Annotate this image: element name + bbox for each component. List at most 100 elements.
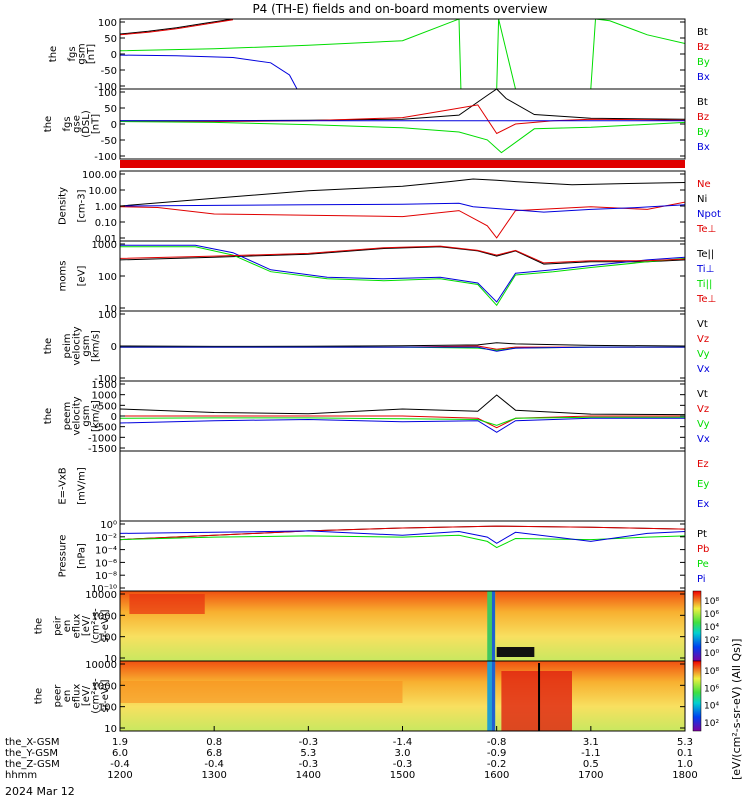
y-tick-label: -100	[94, 374, 117, 385]
separator-bar	[120, 160, 685, 168]
series-line-Pi	[120, 530, 685, 544]
panel-10: the peereneflux[eV/(cm²-s-sr-eV)] 10⁸10⁶10…	[34, 660, 720, 735]
series-group	[120, 525, 685, 549]
y-tick-label: 0	[111, 412, 117, 423]
axis-tick-value: 1600	[484, 770, 509, 781]
y-tick-label: 100	[98, 633, 117, 644]
series-line-Te⊥	[120, 245, 685, 264]
axis-tick-value: 1.9	[112, 737, 128, 748]
panel-5: the peimvelocitygsm[km/s] Vt Vz Vy Vx 100 0 -100	[43, 310, 710, 385]
series-group	[120, 19, 685, 89]
colorbar-label: [eV/(cm²-s-sr-eV) (All Qs)]	[730, 639, 743, 780]
legend-entry: Bt	[697, 97, 708, 108]
y-tick-label: 10⁻²	[95, 533, 117, 544]
y-tick-label: 0.01	[95, 234, 117, 245]
legend-entry: Vt	[697, 389, 708, 400]
legend-entry: Te⊥	[696, 224, 716, 235]
axis-tick-value: 0.1	[677, 748, 693, 759]
series-line-By	[120, 121, 685, 154]
axis-tick-value: -0.4	[204, 759, 224, 770]
y-tick-label: -1500	[88, 444, 117, 455]
axis-tick-value: 1200	[107, 770, 132, 781]
y-tick-label: 10⁰	[100, 520, 117, 531]
series-line-Vt	[120, 342, 685, 347]
panel-9: the peireneflux[eV/(cm²-s-sr-eV)]10⁸10⁶10…	[34, 590, 720, 665]
series-line-Ti||	[120, 246, 685, 307]
x-axis-annotation: the_X-GSMthe_Y-GSMthe_Z-GSMhhmm1.96.0-0.…	[5, 737, 698, 781]
series-line-Vy	[120, 416, 685, 426]
y-tick-label: 10	[104, 654, 117, 665]
panel-frame	[119, 18, 686, 90]
legend-entry: By	[697, 57, 710, 68]
panel-ylabel: Density [cm-3]	[57, 187, 87, 225]
axis-tick-value: -0.8	[487, 737, 507, 748]
panel-6: the peemvelocitygsm[km/s] Vt Vz Vy Vx 15001000…	[43, 380, 710, 455]
series-group	[120, 244, 685, 307]
legend-entry: Vy	[697, 349, 710, 360]
axis-tick-value: 0.5	[583, 759, 599, 770]
panel-ylabel: the peimvelocitygsm[km/s]	[43, 326, 102, 365]
colorbar: 10⁸ 10⁶ 10⁴ 10² 10⁰	[692, 590, 719, 662]
axis-tick-value: 3.1	[583, 737, 599, 748]
y-tick-label: 0	[111, 120, 117, 131]
series-line-By	[120, 19, 685, 89]
axis-tick-value: 5.3	[677, 737, 693, 748]
panel-8: Pressure [nPa] Pt Pb Pe Pi 10⁰ 10⁻² 10⁻⁴10⁻⁶ 10⁻⁸…	[57, 520, 709, 595]
legend-entry: Ne	[697, 179, 711, 190]
legend-entry: Vx	[697, 434, 710, 445]
y-tick-label: 100.00	[82, 170, 117, 181]
panel-7: E=-VxB [mV/m] Ez Ey Ex	[57, 450, 709, 522]
axis-tick-value: 0.8	[206, 737, 222, 748]
series-line-Bz	[120, 19, 234, 36]
panel-1: the fgsgsm[nT] Bt Bz By Bx 100 50 0 -50 -100	[48, 18, 710, 93]
y-tick-label: 10.00	[88, 186, 117, 197]
axis-tick-value: 1400	[296, 770, 321, 781]
y-tick-label: 10⁻¹⁰	[91, 584, 117, 595]
colorbar-tick-label: 10²	[704, 636, 719, 646]
legend-entry: Bx	[697, 142, 710, 153]
axis-row-label: the_Y-GSM	[5, 748, 58, 759]
series-group	[120, 342, 685, 352]
y-tick-label: -50	[101, 66, 117, 77]
panel-frame	[119, 88, 686, 160]
axis-tick-value: -0.2	[487, 759, 507, 770]
axis-tick-value: 5.3	[300, 748, 316, 759]
axis-tick-value: 3.0	[395, 748, 411, 759]
series-line-Bt	[120, 19, 234, 35]
colorbar: 10⁸ 10⁶ 10⁴ 10²	[692, 660, 719, 732]
legend-entry: Vz	[697, 334, 709, 345]
legend-entry: Bt	[697, 27, 708, 38]
legend-entry: Te||	[696, 249, 714, 260]
axis-tick-value: -1.1	[581, 748, 601, 759]
legend-entry: Vt	[697, 319, 708, 330]
series-line-Bt	[120, 89, 685, 122]
axis-tick-value: -0.3	[393, 759, 413, 770]
axis-tick-value: -1.4	[393, 737, 413, 748]
panel-ylabel: the fgsgsm[nT]	[48, 43, 97, 64]
axis-tick-value: -0.9	[487, 748, 507, 759]
panel-frame	[119, 170, 686, 242]
y-tick-label: -100	[94, 152, 117, 163]
colorbar-tick-label: 10⁴	[704, 702, 719, 712]
series-line-Bx	[120, 54, 298, 89]
y-tick-label: 10000	[85, 590, 117, 601]
spectrogram	[120, 591, 685, 661]
legend-entry: Pe	[697, 559, 709, 570]
y-tick-label: 10	[104, 304, 117, 315]
series-group	[120, 89, 685, 154]
y-tick-label: 100	[98, 310, 117, 321]
axis-tick-value: 6.8	[206, 748, 222, 759]
panel-frame	[119, 240, 686, 312]
colorbar-tick-label: 10⁸	[704, 597, 719, 607]
y-tick-label: 10	[104, 724, 117, 735]
y-tick-label: -100	[94, 82, 117, 93]
y-tick-label: 1000	[92, 240, 117, 251]
y-tick-label: 10⁻⁶	[95, 558, 117, 569]
panel-frame	[119, 450, 686, 522]
panel-ylabel: the peereneflux[eV/(cm²-s-sr-eV)]	[34, 678, 112, 714]
colorbar-tick-label: 10⁰	[704, 649, 719, 659]
legend-entry: Ni	[697, 194, 707, 205]
legend-entry: Vx	[697, 364, 710, 375]
